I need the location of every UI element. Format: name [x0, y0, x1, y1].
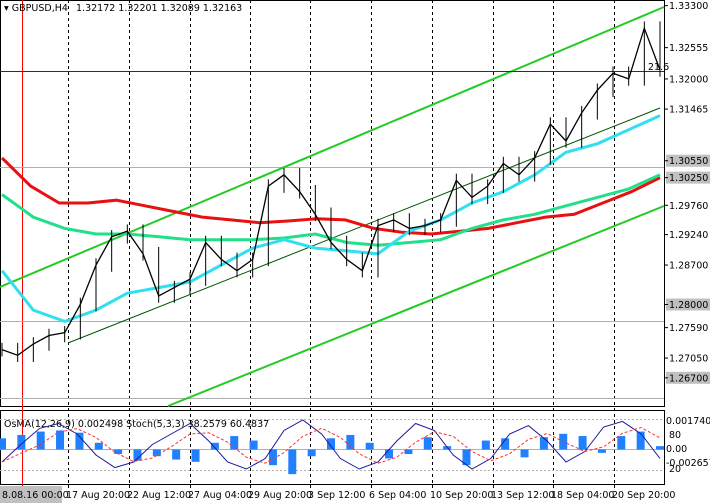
osma-bar: [249, 440, 258, 450]
price-tick-label: 1.32000: [669, 74, 708, 85]
osma-bar: [423, 437, 432, 450]
indicator-tick-label: -0.002657: [666, 458, 710, 469]
symbol-header: ▾ GBPUSD,H4: [4, 3, 68, 14]
osma-bar: [152, 449, 161, 457]
osma-bar: [520, 449, 529, 458]
price-tick-label: 1.28700: [669, 261, 708, 272]
osma-bar: [0, 438, 6, 450]
osma-bar: [365, 442, 374, 450]
stoch-signal-line: [1, 426, 661, 464]
osma-bar: [210, 442, 219, 450]
price-tick-label: 1.32555: [669, 43, 708, 54]
osma-bar: [578, 436, 587, 450]
stoch-main-line: [1, 419, 661, 470]
stoch-level-label: 80: [669, 430, 681, 441]
price-tick-label: 1.27050: [669, 354, 708, 365]
osma-bar: [268, 449, 277, 466]
time-tick-label: 6 Sep 04:00: [369, 490, 426, 501]
osma-bar: [94, 442, 103, 450]
start-date-tag: [0, 486, 62, 503]
cursor-value-label: 21.6: [648, 62, 669, 73]
osma-bar: [597, 449, 606, 453]
indicator-tick-label: 0.00: [666, 444, 687, 455]
osma-bar: [385, 449, 394, 459]
price-tick-label: 1.26700: [669, 373, 708, 384]
time-tick-label: 29 Aug 20:00: [248, 490, 312, 501]
price-tick-label: 1.27590: [669, 323, 708, 334]
price-tag: [666, 171, 710, 184]
time-tick-label: 13 Sep 12:00: [491, 490, 554, 501]
price-tick-label: 1.33300: [669, 1, 708, 12]
osma-bar: [462, 449, 471, 466]
price-axis: 1.33300 1.32555 1.32000 1.31465 1.30550 1.302…: [664, 1, 710, 384]
osma-bar: [133, 449, 142, 461]
osma-bar: [481, 440, 490, 450]
price-tick-label: 1.29760: [669, 201, 708, 212]
osma-bar: [539, 437, 548, 450]
osma-bar: [501, 438, 510, 450]
time-tick-label: 10 Sep 20:00: [430, 490, 493, 501]
price-tick-label: 1.29240: [669, 230, 708, 241]
osma-bar: [36, 431, 45, 450]
osma-bar: [114, 449, 123, 454]
stoch-level-label: 20: [669, 464, 681, 475]
osma-bar: [617, 436, 626, 450]
price-tick-label: 1.30250: [669, 173, 708, 184]
time-tick-label: 3 Sep 12:00: [308, 490, 365, 501]
osma-bar: [17, 434, 26, 450]
osma-bar: [75, 432, 84, 450]
channel-lower-line: [167, 205, 665, 407]
price-tag: [666, 371, 710, 384]
osma-bar: [288, 449, 297, 475]
indicator-axis: 0.001740 0.00 -0.002657 80 20: [666, 416, 710, 475]
price-tag: [666, 154, 710, 167]
indicator-header: OsMA(12,26,9) 0.002498 Stoch(5,3,3) 38.2…: [4, 419, 269, 430]
price-tag: [666, 298, 710, 311]
time-tick-label: 18 Sep 04:00: [551, 490, 614, 501]
price-tick-label: 1.28000: [669, 300, 708, 311]
channel-upper-line: [0, 6, 665, 288]
osma-bar: [307, 449, 316, 457]
time-tick-label: 22 Aug 12:00: [127, 490, 191, 501]
osma-bar: [191, 449, 200, 462]
osma-bar: [230, 436, 239, 450]
time-tick-label: 17 Aug 20:00: [66, 490, 130, 501]
osma-bar: [172, 449, 181, 460]
osma-bar: [404, 449, 413, 454]
price-tick-label: 1.30550: [669, 156, 708, 167]
osma-bar: [656, 446, 664, 450]
price-candles: [1, 21, 661, 363]
indicator-tick-label: 0.001740: [666, 416, 710, 427]
time-grid: [68, 0, 615, 484]
time-tick-label: 27 Aug 04:00: [188, 490, 252, 501]
main-panel-frame: [0, 0, 665, 407]
osma-histogram: [0, 430, 664, 475]
price-channel: [0, 6, 665, 407]
level-lines: [0, 167, 664, 399]
osma-bar: [346, 434, 355, 450]
ohlc-header: 1.32172 1.32201 1.32089 1.32163: [76, 3, 242, 14]
osma-bar: [56, 430, 65, 450]
osma-bar: [636, 431, 645, 450]
time-tick-label: 20 Sep 20:00: [612, 490, 675, 501]
osma-bar: [327, 438, 335, 450]
start-date-label: 8.08.16 00:00: [2, 490, 69, 501]
price-tick-label: 1.31465: [669, 105, 708, 116]
